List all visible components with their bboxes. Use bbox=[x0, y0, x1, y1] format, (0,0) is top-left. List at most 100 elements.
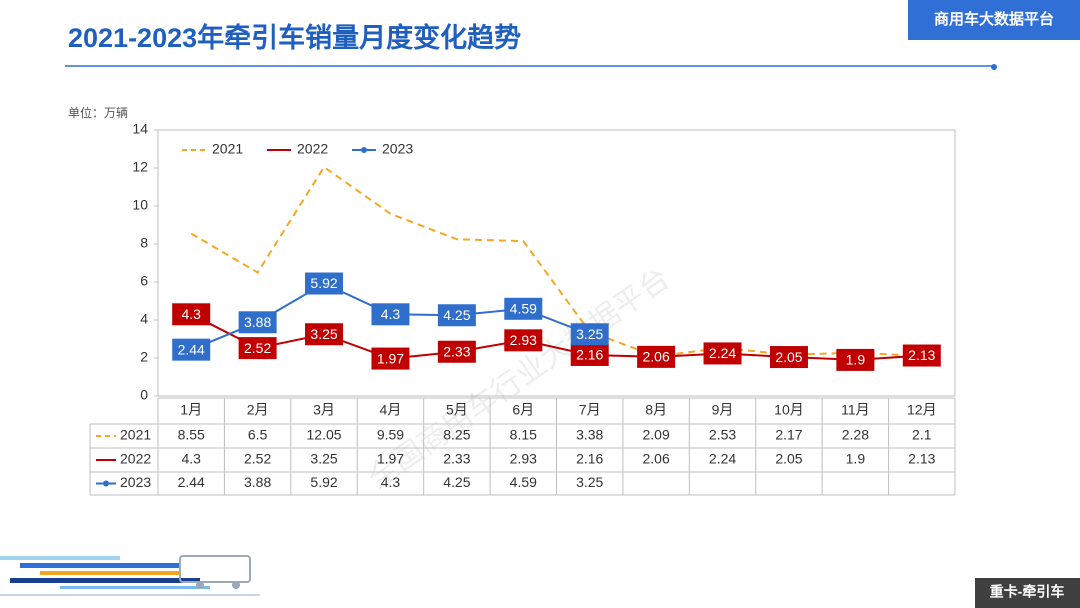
table-cell: 2.09 bbox=[643, 427, 670, 443]
data-label: 2.13 bbox=[908, 347, 935, 363]
data-label: 2.33 bbox=[443, 343, 470, 359]
table-cell: 1.97 bbox=[377, 451, 404, 467]
data-label: 5.92 bbox=[310, 275, 337, 291]
data-label: 2.05 bbox=[775, 349, 802, 365]
plot-frame bbox=[157, 129, 956, 397]
table-cell: 12.05 bbox=[307, 427, 342, 443]
table-cell: 2.33 bbox=[443, 451, 470, 467]
data-label-box bbox=[371, 303, 410, 326]
table-cell: 2.24 bbox=[709, 451, 736, 467]
x-tick-label: 8月 bbox=[645, 402, 667, 418]
table-cell: 4.59 bbox=[510, 474, 537, 490]
series-line bbox=[190, 165, 922, 358]
y-tick-label: 4 bbox=[140, 311, 148, 327]
data-label-box bbox=[437, 340, 476, 363]
table-cell: 3.25 bbox=[310, 451, 337, 467]
table-cell: 2.28 bbox=[842, 427, 869, 443]
data-label-box bbox=[305, 323, 344, 346]
table-cell: 2.16 bbox=[576, 451, 603, 467]
table-cell: 2.1 bbox=[912, 427, 932, 443]
y-tick-label: 12 bbox=[132, 159, 148, 175]
data-label-box bbox=[769, 346, 808, 369]
data-label-box bbox=[703, 342, 742, 365]
table-cell: 3.38 bbox=[576, 427, 603, 443]
table-cell: 8.55 bbox=[178, 427, 205, 443]
table-row-label: 2023 bbox=[120, 474, 151, 490]
truck-decoration bbox=[0, 555, 260, 596]
brand: 商用车大数据平台 bbox=[934, 10, 1054, 28]
table-cell: 2.44 bbox=[178, 474, 205, 490]
data-label-box bbox=[504, 297, 543, 320]
table-row-label: 2022 bbox=[120, 451, 151, 467]
table-cell: 8.25 bbox=[443, 427, 470, 443]
data-label: 4.59 bbox=[510, 300, 537, 316]
data-label-box bbox=[637, 345, 676, 368]
table-cell: 2.53 bbox=[709, 427, 736, 443]
table-cell: 6.5 bbox=[248, 427, 268, 443]
data-label: 3.25 bbox=[576, 326, 603, 342]
rule-dot bbox=[991, 64, 997, 70]
data-label: 2.52 bbox=[244, 340, 271, 356]
x-tick-label: 6月 bbox=[512, 402, 534, 418]
unit-label: 单位：万辆 bbox=[68, 105, 128, 120]
table-cell: 8.15 bbox=[510, 427, 537, 443]
x-tick-label: 12月 bbox=[907, 402, 937, 418]
title: 2021-2023年牵引车销量月度变化趋势 bbox=[68, 22, 521, 53]
y-tick-label: 10 bbox=[132, 197, 148, 213]
data-label: 4.3 bbox=[381, 306, 401, 322]
x-tick-label: 3月 bbox=[313, 402, 335, 418]
table-cell: 2.06 bbox=[643, 451, 670, 467]
x-tick-label: 1月 bbox=[180, 402, 202, 418]
data-label-box bbox=[902, 344, 941, 367]
data-label: 1.9 bbox=[846, 352, 866, 368]
data-label-box bbox=[238, 311, 277, 334]
table-row-label: 2021 bbox=[120, 427, 151, 443]
y-tick-label: 0 bbox=[140, 387, 148, 403]
x-tick-label: 7月 bbox=[579, 402, 601, 418]
footer-box bbox=[975, 578, 1080, 608]
table-cell: 3.25 bbox=[576, 474, 603, 490]
x-tick-label: 2月 bbox=[247, 402, 269, 418]
table-cell: 1.9 bbox=[846, 451, 866, 467]
legend-label: 2021 bbox=[212, 141, 243, 157]
data-label-box bbox=[305, 272, 344, 295]
data-label: 2.06 bbox=[643, 349, 670, 365]
footer-tag: 重卡-牵引车 bbox=[990, 584, 1065, 600]
legend-label: 2023 bbox=[382, 141, 413, 157]
data-label: 1.97 bbox=[377, 350, 404, 366]
x-tick-label: 9月 bbox=[712, 402, 734, 418]
data-label-box bbox=[504, 329, 543, 352]
data-label-box bbox=[172, 303, 211, 326]
table-cell: 2.93 bbox=[510, 451, 537, 467]
y-tick-label: 2 bbox=[140, 349, 148, 365]
data-label: 2.93 bbox=[510, 332, 537, 348]
data-label: 2.44 bbox=[178, 341, 205, 357]
data-label: 3.88 bbox=[244, 314, 271, 330]
data-label: 4.3 bbox=[181, 306, 201, 322]
table-cell: 2.52 bbox=[244, 451, 271, 467]
x-tick-label: 4月 bbox=[380, 402, 402, 418]
data-label-box bbox=[836, 348, 875, 371]
x-tick-label: 11月 bbox=[841, 402, 870, 418]
data-label-box bbox=[570, 323, 609, 346]
table-cell: 2.05 bbox=[775, 451, 802, 467]
data-label-box bbox=[238, 337, 277, 360]
table-cell: 9.59 bbox=[377, 427, 404, 443]
table-cell: 5.92 bbox=[310, 474, 337, 490]
data-label: 2.24 bbox=[709, 345, 736, 361]
x-tick-label: 5月 bbox=[446, 402, 468, 418]
legend-label: 2022 bbox=[297, 141, 328, 157]
table-cell: 4.3 bbox=[181, 451, 201, 467]
y-tick-label: 14 bbox=[132, 121, 148, 137]
table-cell: 4.3 bbox=[381, 474, 401, 490]
brand-box bbox=[908, 0, 1080, 40]
data-label-box bbox=[570, 343, 609, 366]
table-cell: 3.88 bbox=[244, 474, 271, 490]
legend-marker bbox=[103, 480, 109, 487]
data-label: 4.25 bbox=[443, 307, 470, 323]
data-label-box bbox=[437, 304, 476, 327]
data-label: 2.16 bbox=[576, 347, 603, 363]
table-cell: 2.13 bbox=[908, 451, 935, 467]
x-tick-label: 10月 bbox=[774, 402, 804, 418]
